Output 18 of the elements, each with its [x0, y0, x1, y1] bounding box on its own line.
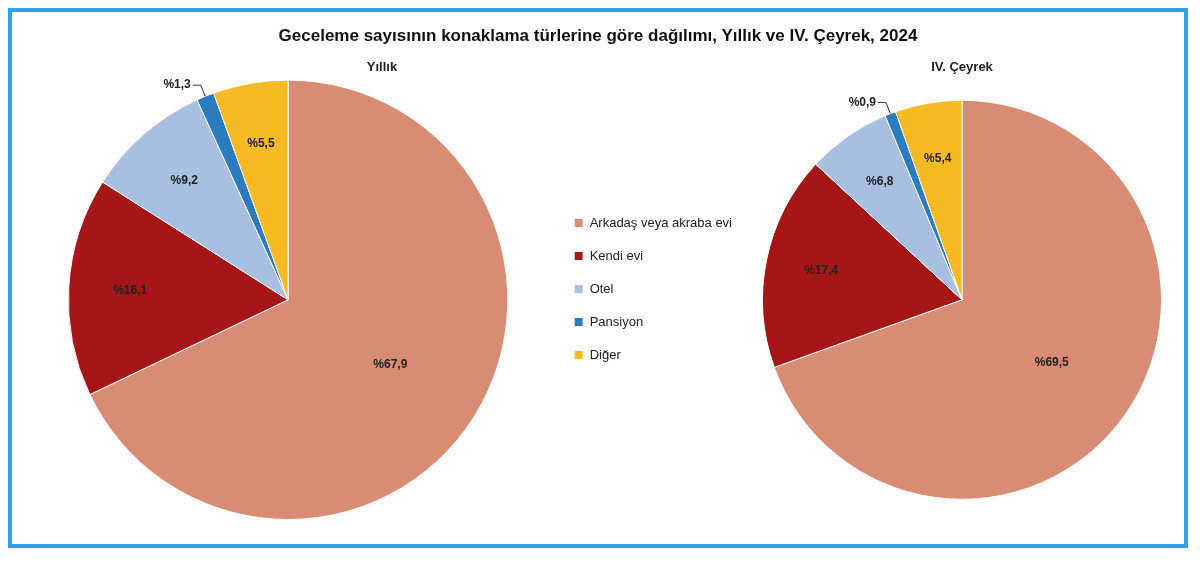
- legend-label: Pansiyon: [589, 313, 644, 329]
- data-label: %6,8: [866, 174, 894, 189]
- legend-label: Diğer: [589, 346, 622, 362]
- chart-subtitle: IV. Çeyrek: [931, 59, 994, 75]
- data-label: %9,2: [170, 172, 199, 187]
- chart-subtitle: Yıllık: [366, 59, 398, 75]
- data-label: %67,9: [373, 356, 408, 371]
- data-label: %69,5: [1034, 355, 1070, 370]
- data-label: %1,3: [163, 77, 192, 92]
- legend-label: Otel: [589, 280, 614, 296]
- chart-title: Geceleme sayısının konaklama türlerine göre dağılımı, Yıllık ve IV. Çeyrek, 2024: [277, 26, 919, 46]
- data-label: %17,4: [804, 263, 839, 278]
- legend-label: Kendi evi: [589, 247, 644, 263]
- data-label: %5,4: [924, 150, 952, 165]
- data-label: %5,5: [247, 136, 275, 151]
- legend-label: Arkadaş veya akraba evi: [589, 214, 733, 230]
- data-label: %0,9: [848, 94, 877, 109]
- data-label: %16,1: [113, 282, 148, 297]
